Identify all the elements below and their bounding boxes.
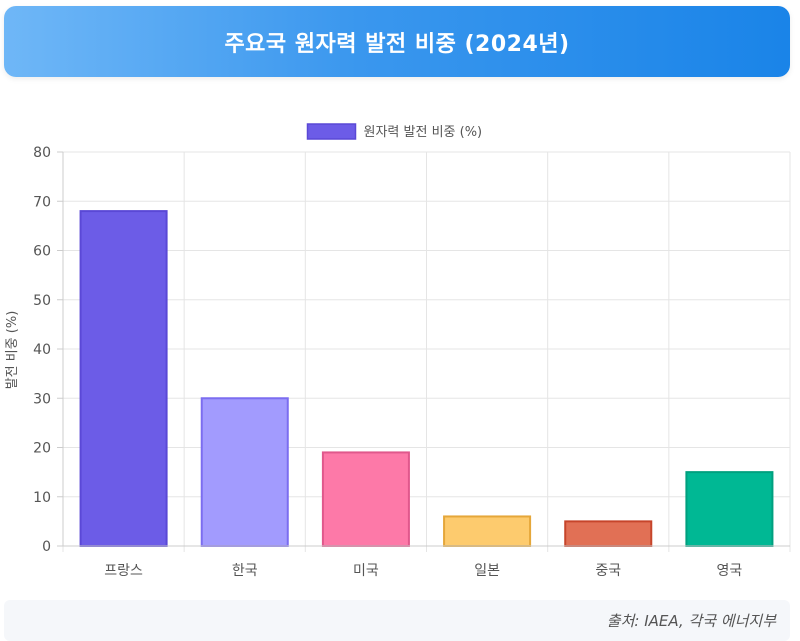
- y-tick-label: 50: [33, 293, 51, 309]
- bar-4[interactable]: [564, 520, 653, 547]
- x-tick-label: 프랑스: [104, 563, 143, 579]
- y-tick-label: 10: [33, 490, 51, 506]
- y-tick-label: 70: [33, 194, 51, 210]
- legend-label: 원자력 발전 비중 (%): [364, 125, 483, 140]
- chart-footer: 출처: IAEA, 각국 에너지부: [4, 600, 790, 641]
- x-tick-label: 영국: [717, 563, 743, 579]
- y-tick-label: 80: [33, 145, 51, 161]
- page-title: 주요국 원자력 발전 비중 (2024년): [224, 31, 570, 57]
- chart-grid: [62, 151, 791, 552]
- chart-legend[interactable]: 원자력 발전 비중 (%): [306, 123, 483, 140]
- x-tick-label: 한국: [232, 563, 258, 579]
- bar-2[interactable]: [321, 451, 410, 547]
- x-tick-label: 미국: [353, 563, 379, 579]
- legend-swatch: [306, 123, 357, 140]
- y-tick-label: 0: [42, 539, 51, 555]
- y-tick-label: 60: [33, 244, 51, 260]
- bar-5[interactable]: [685, 471, 774, 547]
- y-tick-label: 20: [33, 441, 51, 457]
- bar-chart: 원자력 발전 비중 (%) 0 10 20 30 40 50 60 70 80 프랑스 한국 미국 일…: [5, 123, 791, 579]
- y-tick-label: 30: [33, 391, 51, 407]
- x-tick-label: 중국: [595, 563, 621, 579]
- chart-header: 주요국 원자력 발전 비중 (2024년): [4, 6, 790, 77]
- bar-1[interactable]: [200, 397, 289, 547]
- bar-0[interactable]: [79, 210, 168, 547]
- x-axis: 프랑스 한국 미국 일본 중국 영국: [63, 545, 790, 579]
- x-tick-label: 일본: [474, 563, 500, 579]
- y-axis-label: 발전 비중 (%): [5, 311, 20, 390]
- bar-3[interactable]: [443, 515, 532, 548]
- y-tick-label: 40: [33, 342, 51, 358]
- y-axis: 0 10 20 30 40 50 60 70 80: [33, 145, 64, 555]
- source-note: 출처: IAEA, 각국 에너지부: [606, 612, 776, 630]
